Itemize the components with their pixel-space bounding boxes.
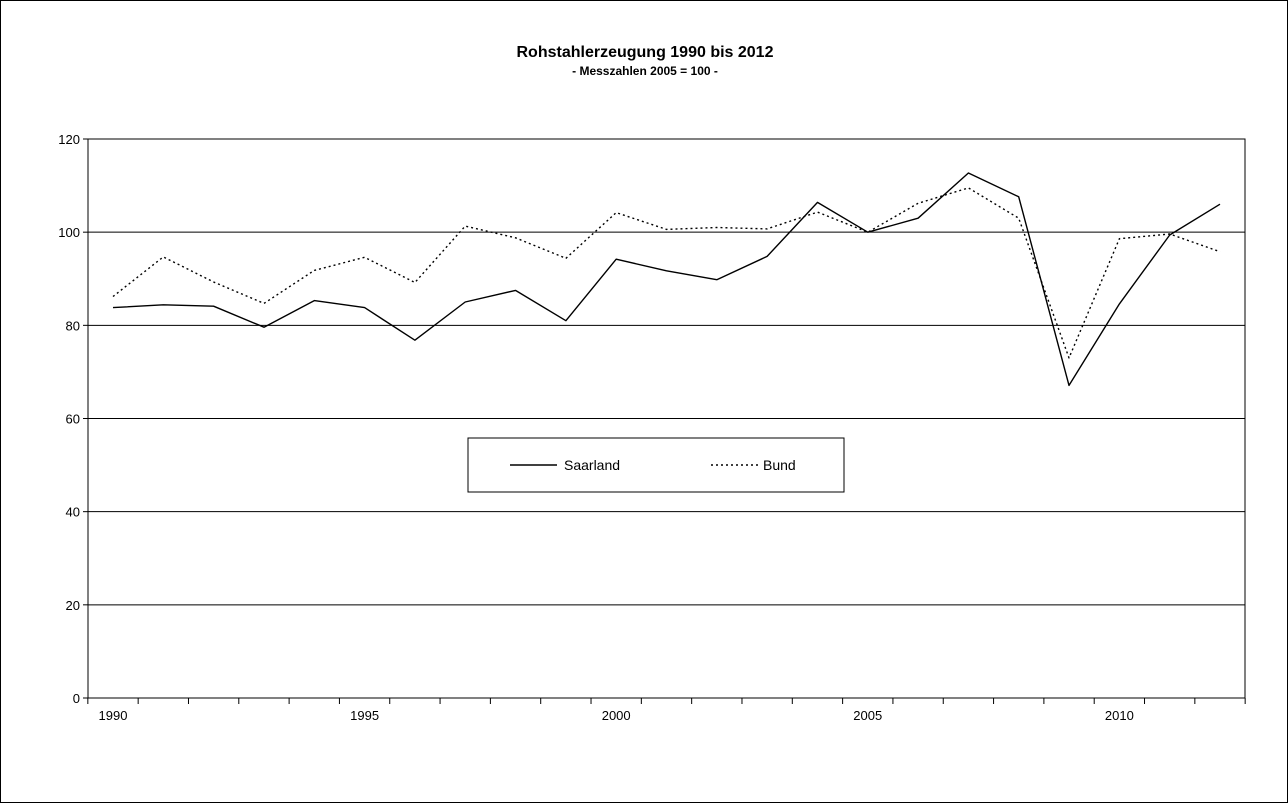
legend-label-saarland: Saarland — [564, 457, 620, 473]
legend-box — [467, 437, 845, 493]
y-tick-label-120: 120 — [58, 132, 80, 147]
series-lines — [112, 172, 1221, 387]
y-axis-ticks: 0 20 40 60 80 100 120 — [58, 132, 88, 706]
y-tick-label-0: 0 — [73, 691, 80, 706]
series-line-saarland — [112, 172, 1221, 387]
series-line-bund — [112, 187, 1221, 359]
y-tick-label-60: 60 — [66, 412, 80, 427]
x-tick-label-1990: 1990 — [99, 708, 128, 723]
x-tick-label-2005: 2005 — [853, 708, 882, 723]
y-tick-label-20: 20 — [66, 598, 80, 613]
legend-label-bund: Bund — [763, 457, 796, 473]
x-axis-ticks: 1990 1995 2000 2005 2010 — [87, 698, 1246, 723]
legend: Saarland Bund — [467, 437, 845, 493]
y-tick-label-100: 100 — [58, 225, 80, 240]
y-tick-label-40: 40 — [66, 505, 80, 520]
x-tick-label-2010: 2010 — [1105, 708, 1134, 723]
gridlines — [88, 231, 1245, 606]
chart-title: Rohstahlerzeugung 1990 bis 2012 — [517, 44, 774, 61]
x-tick-label-2000: 2000 — [602, 708, 631, 723]
chart-subtitle: - Messzahlen 2005 = 100 - — [572, 64, 718, 78]
x-tick-label-1995: 1995 — [350, 708, 379, 723]
y-tick-label-80: 80 — [66, 318, 80, 333]
